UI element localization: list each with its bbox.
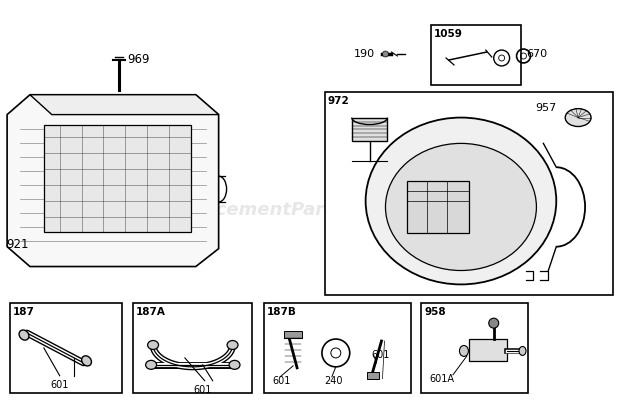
Ellipse shape xyxy=(227,341,238,350)
Text: 601: 601 xyxy=(371,349,390,359)
Circle shape xyxy=(383,52,389,58)
Bar xyxy=(407,182,469,233)
Text: eReplacementParts.com: eReplacementParts.com xyxy=(148,200,393,219)
Bar xyxy=(469,339,507,361)
Text: 670: 670 xyxy=(526,49,547,59)
Text: 187B: 187B xyxy=(267,306,297,316)
Bar xyxy=(44,125,191,232)
Circle shape xyxy=(489,318,498,328)
Ellipse shape xyxy=(519,346,526,356)
Bar xyxy=(10,304,122,393)
Bar xyxy=(264,304,411,393)
Ellipse shape xyxy=(459,346,468,356)
Text: 190: 190 xyxy=(353,49,375,59)
Ellipse shape xyxy=(386,144,536,271)
Text: 972: 972 xyxy=(328,95,350,105)
Text: 601: 601 xyxy=(51,379,69,389)
Text: 958: 958 xyxy=(424,306,446,316)
Text: 187A: 187A xyxy=(136,306,166,316)
Text: 601: 601 xyxy=(193,384,212,394)
Text: 921: 921 xyxy=(6,237,29,250)
Polygon shape xyxy=(7,95,219,267)
Bar xyxy=(133,304,252,393)
Ellipse shape xyxy=(565,109,591,127)
Polygon shape xyxy=(30,95,219,115)
Ellipse shape xyxy=(146,360,157,369)
Text: 1059: 1059 xyxy=(434,29,463,39)
Bar xyxy=(284,331,302,338)
Text: 240: 240 xyxy=(324,375,342,385)
Bar xyxy=(366,372,379,379)
Text: 601: 601 xyxy=(272,375,291,385)
Text: 957: 957 xyxy=(536,102,557,112)
Ellipse shape xyxy=(82,356,92,366)
Ellipse shape xyxy=(148,341,159,350)
Text: 969: 969 xyxy=(127,53,150,66)
Text: 601A: 601A xyxy=(429,373,454,383)
Ellipse shape xyxy=(229,360,240,369)
Bar xyxy=(421,304,528,393)
Ellipse shape xyxy=(366,118,556,285)
Ellipse shape xyxy=(19,330,29,340)
Bar xyxy=(325,93,613,296)
Text: 187: 187 xyxy=(13,306,35,316)
Bar xyxy=(352,118,388,142)
Bar xyxy=(431,26,521,85)
